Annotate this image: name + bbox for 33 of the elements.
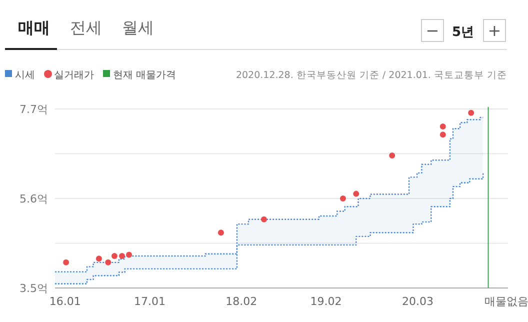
x-tick-label: 19.02 bbox=[310, 295, 342, 308]
text: + bbox=[488, 21, 502, 40]
point bbox=[440, 132, 446, 138]
x-tick-label: 16.01 bbox=[49, 295, 81, 308]
x-tick-label: 18.02 bbox=[226, 295, 258, 308]
point bbox=[468, 110, 474, 116]
point bbox=[105, 259, 112, 266]
point bbox=[119, 253, 125, 260]
text: 매매 bbox=[18, 18, 50, 37]
point bbox=[389, 152, 396, 158]
text: − bbox=[426, 21, 440, 40]
text: 월세 bbox=[122, 18, 154, 37]
point bbox=[440, 123, 446, 130]
x-tick-label: 17.01 bbox=[134, 295, 166, 308]
x-tick-label: 20.03 bbox=[402, 295, 434, 308]
legend-label: 현재 매물가격 bbox=[113, 70, 176, 81]
point bbox=[126, 252, 132, 258]
point bbox=[96, 256, 102, 262]
point bbox=[340, 196, 346, 202]
y-tick-label: 7.7억 bbox=[20, 103, 48, 116]
text: 5년 bbox=[452, 25, 474, 40]
point bbox=[63, 259, 70, 266]
legend-label: 시세 bbox=[15, 70, 35, 81]
point bbox=[111, 253, 118, 260]
point bbox=[218, 230, 224, 236]
ref-line-label: 매물없음 bbox=[484, 295, 528, 308]
y-tick-label: 5.6억 bbox=[20, 192, 48, 206]
text: 2020.12.28. 한국부동산원 기준 / 2021.01. 국토교통부 기준 bbox=[236, 70, 507, 81]
text: 전세 bbox=[70, 18, 102, 37]
point bbox=[260, 216, 267, 222]
y-tick-label: 3.5억 bbox=[20, 282, 48, 295]
point bbox=[353, 190, 360, 197]
legend-label: 실거래가 bbox=[54, 70, 94, 81]
